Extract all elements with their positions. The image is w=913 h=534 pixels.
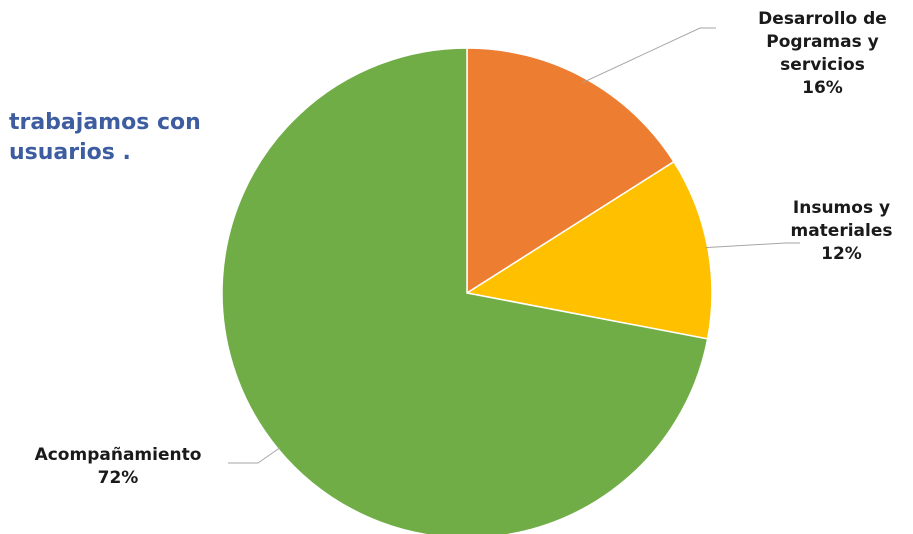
slice-percent: 16% — [802, 78, 843, 98]
leader-line-desarrollo — [582, 27, 716, 84]
intro-line-2: 2 usuarios . — [0, 140, 131, 165]
leader-line-acompanamiento — [228, 447, 281, 464]
pie-slice-desarrollo — [466, 47, 675, 295]
leader-line-insumos — [705, 242, 800, 249]
slice-name-line: Acompañamiento — [34, 445, 202, 465]
slice-name-line: Desarrollo de — [758, 9, 887, 29]
slice-name-line: Pogramas y — [766, 32, 879, 52]
slice-label-insumos: Insumos y materiales 12% — [770, 197, 913, 266]
intro-line-1: 5 trabajamos con — [0, 110, 201, 135]
intro-text: 5 trabajamos con 2 usuarios . — [0, 108, 280, 168]
slice-name-line: Insumos y — [792, 198, 891, 218]
slice-percent: 72% — [97, 468, 139, 488]
slice-name-line: servicios — [780, 55, 865, 75]
slice-name-line: materiales — [790, 221, 893, 241]
slice-label-desarrollo: Desarrollo de Pogramas y servicios 16% — [735, 8, 910, 100]
slice-label-acompanamiento: Acompañamiento 72% — [2, 444, 234, 490]
slice-percent: 12% — [821, 244, 862, 264]
